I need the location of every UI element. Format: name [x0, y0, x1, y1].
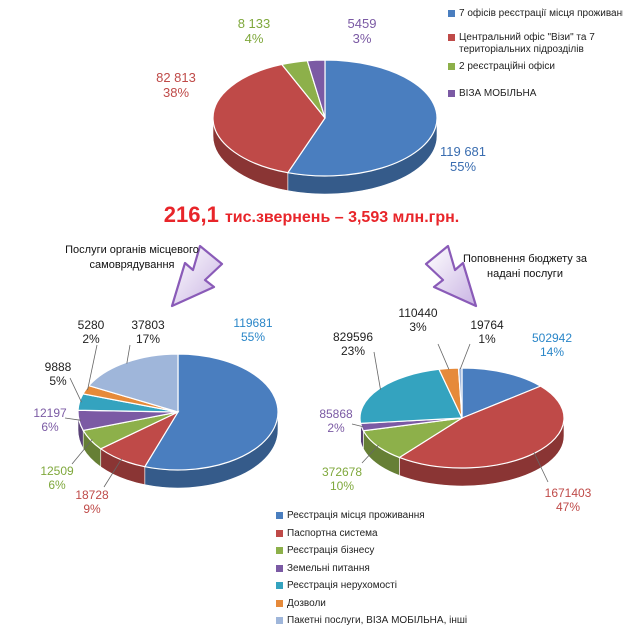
slice-percent-label: 2% — [327, 421, 345, 435]
slice-percent-label: 47% — [556, 500, 580, 514]
note-local-government: Послуги органів місцевого самоврядування — [65, 244, 199, 271]
leader-line — [71, 439, 93, 465]
legend-label: Реєстрація бізнесу — [287, 545, 375, 556]
legend-label: 7 офісів реєстрації місця проживання — [459, 8, 623, 19]
legend-swatch — [448, 10, 455, 17]
arrow-down-right-icon — [424, 244, 478, 308]
pie-slice — [398, 385, 565, 469]
slice-value-label: 119 681 — [440, 144, 486, 159]
legend-swatch — [276, 582, 283, 589]
legend-swatch — [276, 617, 283, 624]
slice-percent-label: 4% — [245, 31, 264, 46]
leader-line — [459, 343, 471, 370]
note-budget: Поповнення бюджету за надані послуги — [462, 253, 587, 280]
leader-line — [126, 344, 131, 364]
slice-value-label: 5459 — [348, 16, 377, 31]
slice-value-label: 110440 — [398, 306, 437, 320]
slice-value-label: 37803 — [131, 318, 165, 332]
slice-percent-label: 23% — [341, 344, 365, 358]
legend-swatch — [448, 90, 455, 97]
slice-percent-label: 3% — [409, 320, 427, 334]
legend-swatch — [276, 564, 283, 572]
slice-value-label: 12197 — [33, 406, 67, 420]
legend-label: 2 реєстраційні офіси — [459, 61, 555, 72]
slice-percent-label: 1% — [478, 332, 496, 346]
pie-chart-requests: 11968155%187289%125096%121976%98885%5280… — [33, 316, 279, 516]
headline-tail: тис.звернень – 3,593 млн.грн. — [224, 209, 460, 226]
headline: 216,1 тис.звернень – 3,593 млн.грн. — [0, 202, 623, 228]
legend-label: ВІЗА МОБІЛЬНА — [459, 88, 537, 99]
legend-label: Реєстрація нерухомості — [287, 580, 397, 591]
slice-value-label: 5280 — [78, 318, 105, 332]
slice-value-label: 82 813 — [156, 70, 196, 85]
legend-label: Пакетні послуги, ВІЗА МОБІЛЬНА, інші — [287, 615, 468, 626]
legend-swatch — [448, 63, 455, 70]
pie-slice — [87, 353, 179, 413]
slice-percent-label: 38% — [163, 85, 189, 100]
leader-line — [103, 458, 123, 488]
legend-label: Паспортна система — [287, 527, 378, 539]
slice-percent-label: 55% — [241, 330, 265, 344]
leader-line — [351, 423, 364, 428]
arrow-down-left-icon — [170, 244, 224, 308]
pie-slice — [212, 63, 326, 174]
pie-slice — [461, 367, 542, 419]
slice-value-label: 12509 — [40, 464, 74, 478]
slice-percent-label: 10% — [330, 479, 354, 493]
pie-slice — [306, 59, 326, 119]
headline-amount: 216,1 — [163, 202, 219, 227]
slice-value-label: 119681 — [233, 316, 272, 330]
slice-percent-label: 6% — [41, 420, 59, 434]
leader-line — [87, 344, 98, 391]
slice-percent-label: 6% — [48, 478, 66, 492]
slice-percent-label: 17% — [136, 332, 160, 346]
legend-swatch — [276, 599, 283, 607]
slice-value-label: 18728 — [75, 488, 109, 502]
slice-value-label: 829596 — [333, 330, 373, 344]
legend-label: Земельні питання — [287, 562, 370, 574]
slice-percent-label: 2% — [82, 332, 100, 346]
leader-line — [69, 377, 82, 403]
legend-swatch — [276, 512, 283, 519]
leader-line — [64, 417, 82, 421]
pie-slice — [359, 368, 463, 425]
slice-value-label: 85868 — [319, 407, 353, 421]
legend-label: Дозволи — [287, 597, 326, 609]
slice-percent-label: 9% — [83, 502, 101, 516]
slice-percent-label: 14% — [540, 345, 564, 359]
leader-line — [437, 343, 450, 370]
slice-value-label: 8 133 — [238, 16, 271, 31]
legend-swatch — [276, 529, 283, 537]
leader-line — [373, 351, 381, 390]
legend-label: Реєстрація місця проживання — [287, 510, 425, 521]
leader-line — [533, 451, 549, 483]
slice-value-label: 1671403 — [545, 486, 592, 500]
slice-percent-label: 55% — [450, 159, 476, 174]
slice-percent-label: 3% — [353, 31, 372, 46]
leader-line — [361, 444, 379, 464]
slice-value-label: 502942 — [532, 331, 572, 345]
legend-swatch — [448, 34, 455, 41]
slice-value-label: 9888 — [45, 360, 72, 374]
legend-label: Центральний офіс "Візи" та 7 територіаль… — [459, 32, 595, 55]
slice-value-label: 19764 — [470, 318, 504, 332]
slice-percent-label: 5% — [49, 374, 67, 388]
slice-value-label: 372678 — [322, 465, 362, 479]
legend-swatch — [276, 547, 283, 554]
